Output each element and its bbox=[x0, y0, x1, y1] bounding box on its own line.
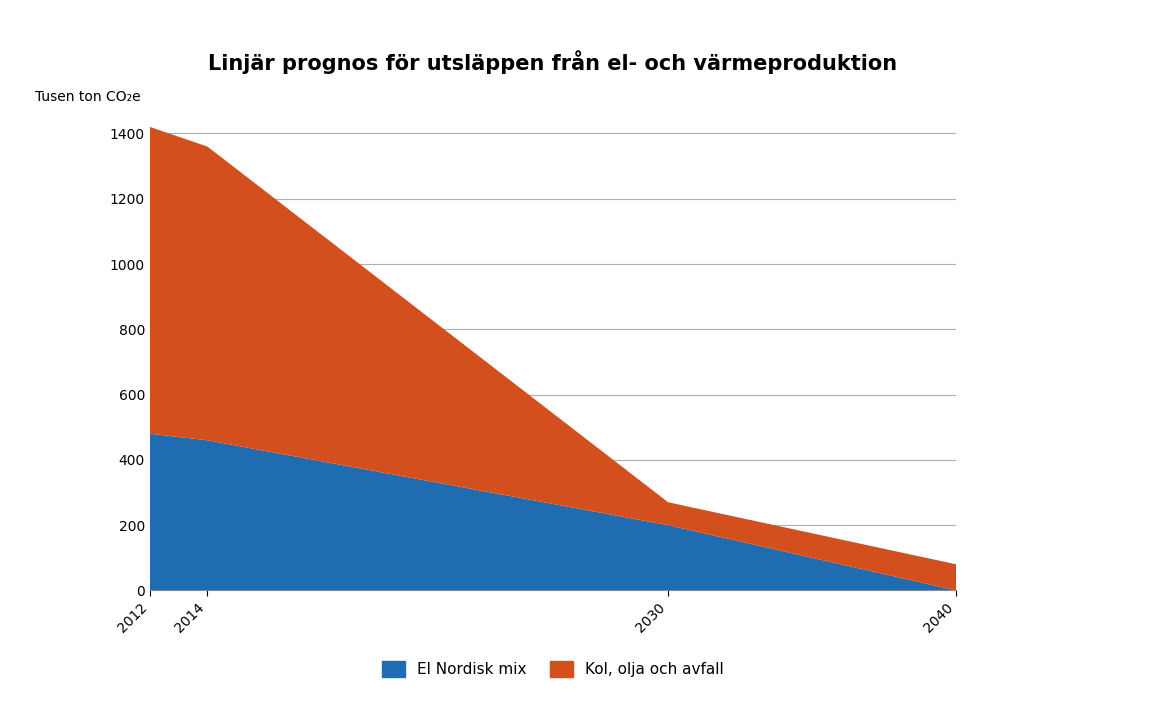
Text: Tusen ton CO₂e: Tusen ton CO₂e bbox=[35, 90, 141, 104]
Legend: El Nordisk mix, Kol, olja och avfall: El Nordisk mix, Kol, olja och avfall bbox=[376, 655, 730, 683]
Text: Linjär prognos för utsläppen från el- och värmeproduktion: Linjär prognos för utsläppen från el- oc… bbox=[209, 50, 897, 74]
